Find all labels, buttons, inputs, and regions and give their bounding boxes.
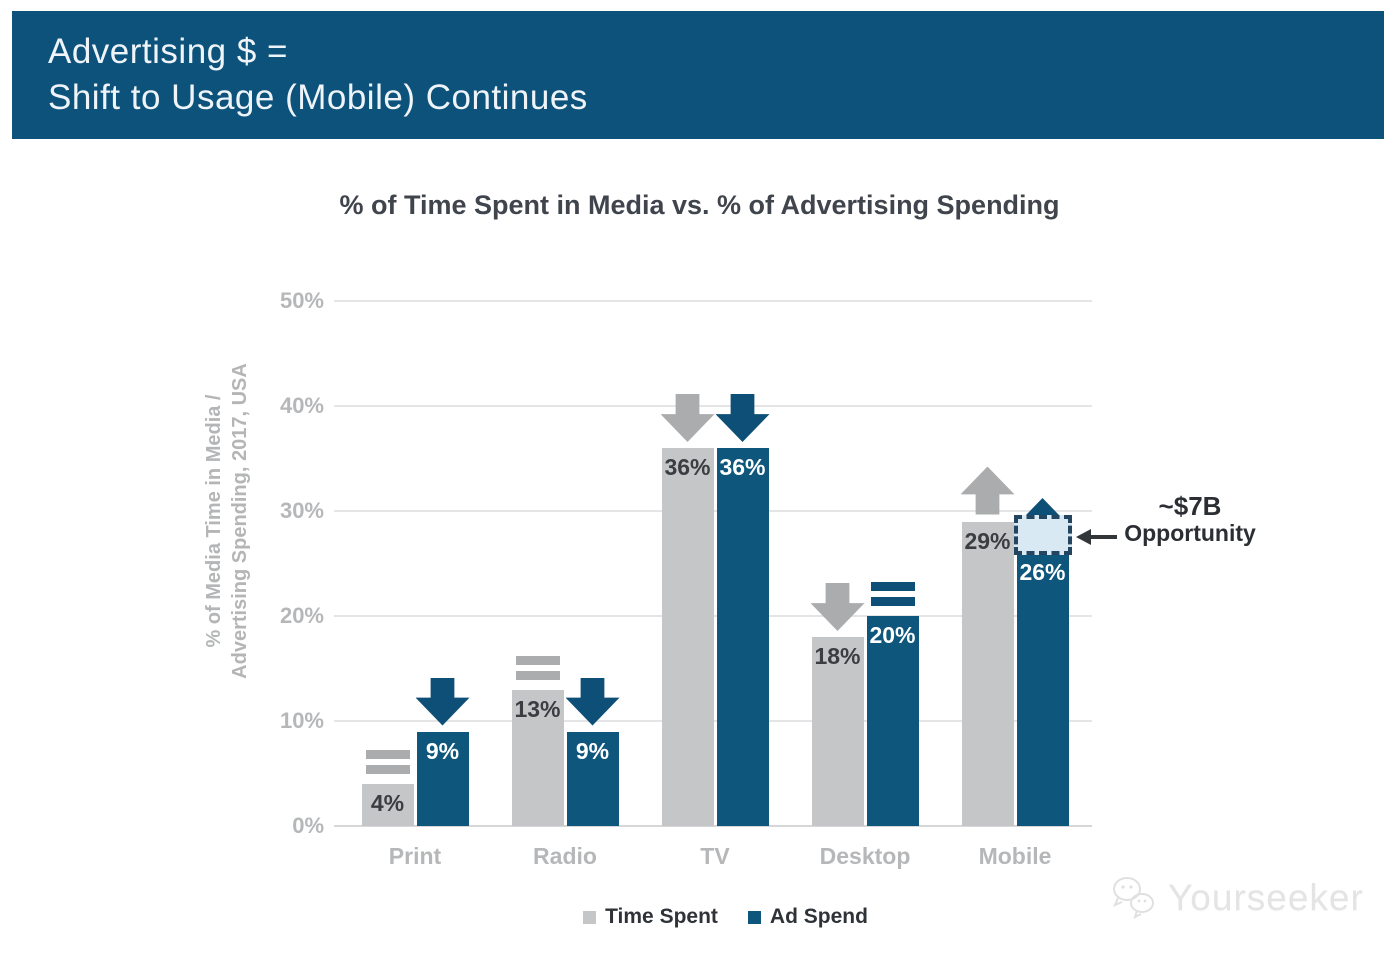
trend-down-icon: [660, 394, 715, 442]
legend-label: Time Spent: [605, 905, 718, 928]
legend-item: Ad Spend: [747, 905, 868, 929]
category-label: Desktop: [819, 843, 911, 869]
chart-legend: Time Spent Ad Spend: [0, 905, 1399, 929]
opportunity-box: [1013, 515, 1072, 555]
opportunity-label: Opportunity: [1124, 520, 1256, 546]
bar-time-spent: [361, 784, 414, 826]
grid-line: [334, 300, 1092, 302]
opportunity-amount: ~$7B: [1158, 491, 1222, 521]
trend-down-icon: [415, 677, 470, 726]
y-tick-label: 10%: [279, 708, 324, 733]
category-label: Radio: [533, 843, 597, 869]
equal-bar: [365, 750, 410, 759]
trend-down-icon: [810, 583, 865, 631]
legend-swatch: [747, 910, 761, 924]
y-tick-label: 50%: [279, 288, 324, 313]
header-title-line2: Shift to Usage (Mobile) Continues: [48, 78, 588, 117]
value-label: 13%: [514, 695, 561, 722]
grid-line: [334, 825, 1092, 827]
legend-item: Time Spent: [583, 905, 718, 929]
bar-ad-spend: [566, 731, 619, 826]
category-label: Print: [388, 843, 442, 869]
opportunity-annotation: ~$7B Opportunity: [1118, 492, 1262, 546]
header-title-line1: Advertising $ =: [48, 32, 288, 71]
trend-down-icon: [565, 677, 620, 726]
arrow-head: [1076, 529, 1091, 545]
equal-bar: [515, 655, 560, 665]
chat-bubbles-icon: [1113, 877, 1154, 919]
y-tick-label: 0%: [292, 813, 324, 838]
bar-time-spent: [511, 689, 564, 826]
watermark-text: Yourseeker: [1168, 877, 1364, 918]
bar-time-spent: [961, 521, 1014, 826]
y-tick-label: 40%: [279, 393, 324, 418]
trend-down-icon: [715, 394, 770, 442]
value-label: 9%: [425, 737, 460, 764]
bar-ad-spend: [866, 616, 919, 826]
trend-equal-icon: [365, 750, 410, 774]
arrow-shaft: [1091, 535, 1117, 539]
equal-bar: [870, 597, 915, 606]
trend-up-icon: [960, 466, 1015, 515]
equal-bar: [515, 670, 560, 680]
bar-time-spent: [661, 448, 714, 826]
trend-equal-icon: [515, 655, 560, 680]
bar-ad-spend: [716, 448, 769, 826]
legend-swatch: [583, 910, 597, 924]
bar-ad-spend: [1016, 553, 1069, 826]
value-label: 29%: [964, 527, 1011, 554]
bar-ad-spend: [416, 731, 469, 826]
value-label: 26%: [1019, 559, 1066, 585]
category-label: TV: [700, 843, 730, 869]
value-label: 18%: [814, 643, 861, 669]
value-label: 36%: [664, 454, 711, 480]
slide-header: Advertising $ = Shift to Usage (Mobile) …: [12, 11, 1384, 139]
chart-title: % of Time Spent in Media vs. % of Advert…: [339, 190, 1060, 220]
watermark: Yourseeker: [1108, 872, 1364, 924]
equal-bar: [870, 582, 915, 591]
bar-time-spent: [811, 637, 864, 826]
value-label: 36%: [719, 454, 766, 480]
y-tick-label: 20%: [279, 603, 324, 628]
y-tick-label: 30%: [279, 498, 324, 523]
annotation-arrow-icon: [1076, 529, 1117, 545]
value-label: 9%: [575, 737, 610, 764]
category-label: Mobile: [978, 843, 1052, 869]
equal-bar: [365, 765, 410, 774]
legend-label: Ad Spend: [769, 905, 868, 928]
value-label: 20%: [869, 622, 916, 648]
value-label: 4%: [370, 790, 405, 816]
trend-equal-icon: [870, 582, 915, 606]
grid-line: [334, 405, 1092, 407]
